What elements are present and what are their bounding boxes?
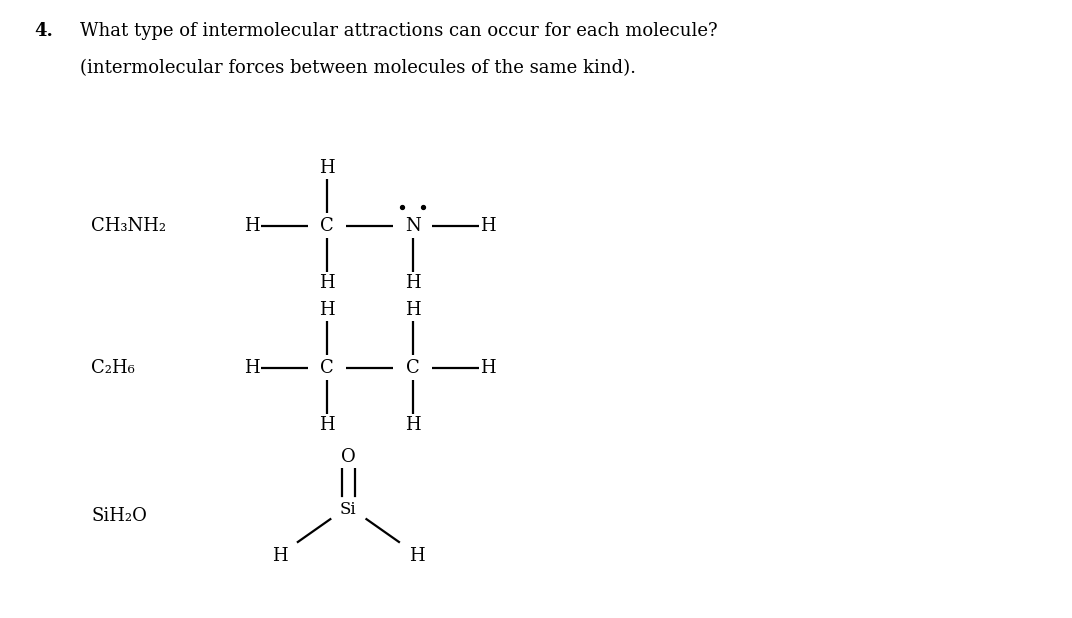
Text: H: H xyxy=(319,274,334,292)
Text: What type of intermolecular attractions can occur for each molecule?: What type of intermolecular attractions … xyxy=(80,22,718,40)
Text: H: H xyxy=(405,301,420,320)
Text: N: N xyxy=(405,216,420,235)
Text: H: H xyxy=(244,216,259,235)
Text: O: O xyxy=(341,448,356,467)
Text: C₂H₆: C₂H₆ xyxy=(91,358,135,377)
Text: H: H xyxy=(319,159,334,177)
Text: H: H xyxy=(410,547,425,565)
Text: H: H xyxy=(480,216,495,235)
Text: H: H xyxy=(319,301,334,320)
Text: H: H xyxy=(244,358,259,377)
Text: H: H xyxy=(405,416,420,434)
Text: H: H xyxy=(405,274,420,292)
Text: C: C xyxy=(406,358,419,377)
Text: C: C xyxy=(321,358,333,377)
Text: (intermolecular forces between molecules of the same kind).: (intermolecular forces between molecules… xyxy=(80,59,637,77)
Text: 4.: 4. xyxy=(34,22,54,40)
Text: H: H xyxy=(272,547,287,565)
Text: H: H xyxy=(480,358,495,377)
Text: H: H xyxy=(319,416,334,434)
Text: Si: Si xyxy=(340,501,357,519)
Text: SiH₂O: SiH₂O xyxy=(91,507,147,525)
Text: CH₃NH₂: CH₃NH₂ xyxy=(91,216,166,235)
Text: C: C xyxy=(321,216,333,235)
